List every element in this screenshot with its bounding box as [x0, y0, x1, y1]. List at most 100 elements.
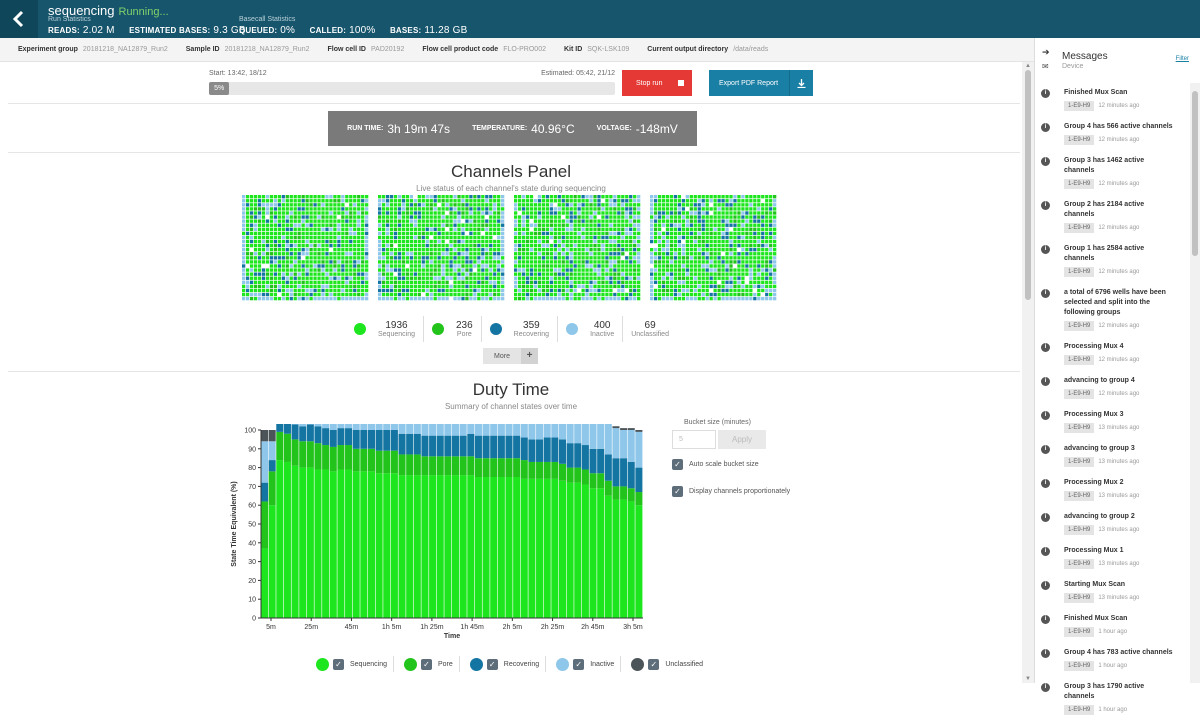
channel-cell [386, 219, 389, 222]
channel-cell [637, 281, 640, 284]
filter-link[interactable]: Filter [1176, 56, 1189, 62]
channel-cell [457, 256, 460, 259]
channel-cell [621, 207, 624, 210]
channel-cell [465, 215, 468, 218]
channel-cell [497, 248, 500, 251]
channel-cell [337, 228, 340, 231]
channel-cell [406, 211, 409, 214]
bar-sequencing [322, 469, 329, 618]
channel-cell [662, 297, 665, 300]
channel-cell [481, 252, 484, 255]
channel-cell [538, 268, 541, 271]
export-pdf-button[interactable]: Export PDF Report [709, 70, 813, 96]
channel-cell [526, 199, 529, 202]
channel-cell [745, 236, 748, 239]
more-button[interactable]: More + [483, 348, 538, 364]
channel-cell [438, 195, 441, 198]
channel-cell [757, 244, 760, 247]
channel-cell [317, 224, 320, 227]
messages-scrollbar[interactable] [1190, 83, 1200, 683]
more-label: More [483, 353, 521, 360]
channel-cell [402, 285, 405, 288]
channel-cell [765, 195, 768, 198]
channel-cell [558, 228, 561, 231]
channel-cell [605, 224, 608, 227]
channel-cell [485, 199, 488, 202]
bar-pore [322, 445, 329, 469]
channel-cell [378, 293, 381, 296]
channel-cell [625, 203, 628, 206]
channel-cell [761, 240, 764, 243]
auto-scale-checkbox[interactable]: ✓Auto scale bucket size [672, 459, 759, 470]
channel-cell [562, 289, 565, 292]
stop-run-button[interactable]: Stop run [622, 70, 692, 96]
channel-cell [522, 277, 525, 280]
channel-cell [562, 281, 565, 284]
channel-cell [578, 260, 581, 263]
channel-cell [593, 199, 596, 202]
channel-cell [349, 272, 352, 275]
channel-cell [617, 224, 620, 227]
channel-cell [749, 219, 752, 222]
channel-cell [589, 264, 592, 267]
channel-cell [613, 272, 616, 275]
channel-cell [317, 248, 320, 251]
legend-toggle-inactive[interactable]: ✓ Inactive [556, 656, 621, 672]
channel-cell [749, 256, 752, 259]
legend-toggle-unclassified[interactable]: ✓ Unclassified [631, 658, 703, 671]
channel-cell [682, 252, 685, 255]
channel-cell [621, 244, 624, 247]
bucket-size-input[interactable]: 5 [672, 430, 716, 449]
channel-cell [682, 293, 685, 296]
channel-cell [390, 236, 393, 239]
channel-cell [485, 211, 488, 214]
channel-cell [769, 248, 772, 251]
channel-cell [566, 260, 569, 263]
channel-cell [329, 195, 332, 198]
channel-cell [382, 199, 385, 202]
channel-cell [526, 203, 529, 206]
channel-cell [282, 195, 285, 198]
arrow-right-icon[interactable]: ➔ [1042, 47, 1050, 58]
channel-cell [294, 199, 297, 202]
channel-cell [258, 232, 261, 235]
channel-cell [426, 248, 429, 251]
back-button[interactable] [0, 0, 38, 38]
legend-toggle-recovering[interactable]: ✓ Recovering [470, 656, 546, 672]
scrollbar-thumb[interactable] [1025, 70, 1031, 300]
channel-cell [678, 285, 681, 288]
channel-cell [457, 281, 460, 284]
bar-inactive [429, 424, 436, 436]
channel-cell [442, 244, 445, 247]
scroll-up-icon[interactable]: ▲ [1025, 63, 1031, 69]
channel-cell [518, 240, 521, 243]
channel-cell [745, 215, 748, 218]
channel-cell [678, 256, 681, 259]
legend-toggle-sequencing[interactable]: ✓ Sequencing [316, 656, 394, 672]
channel-cell [345, 219, 348, 222]
channel-cell [394, 256, 397, 259]
channel-cell [254, 240, 257, 243]
channel-cell [698, 252, 701, 255]
channel-cell [394, 272, 397, 275]
channel-cell [570, 207, 573, 210]
scroll-down-icon[interactable]: ▼ [1025, 676, 1031, 682]
channel-cell [637, 260, 640, 263]
apply-button[interactable]: Apply [718, 430, 766, 449]
channel-cell [386, 211, 389, 214]
legend-toggle-pore[interactable]: ✓ Pore [404, 656, 460, 672]
channel-cell [418, 219, 421, 222]
channel-cell [418, 264, 421, 267]
channel-cell [445, 281, 448, 284]
state-dot-icon [490, 323, 502, 335]
channel-cell [497, 195, 500, 198]
message-time: 1 hour ago [1098, 707, 1127, 713]
checkmark-icon: ✓ [672, 486, 683, 497]
channel-cell [654, 272, 657, 275]
channel-cell [438, 207, 441, 210]
main-scrollbar[interactable]: ▲ ▼ [1022, 62, 1034, 683]
scrollbar-thumb[interactable] [1192, 91, 1198, 256]
channel-cell [593, 256, 596, 259]
channel-cell [477, 207, 480, 210]
proportional-checkbox[interactable]: ✓Display channels proportionately [672, 486, 790, 497]
